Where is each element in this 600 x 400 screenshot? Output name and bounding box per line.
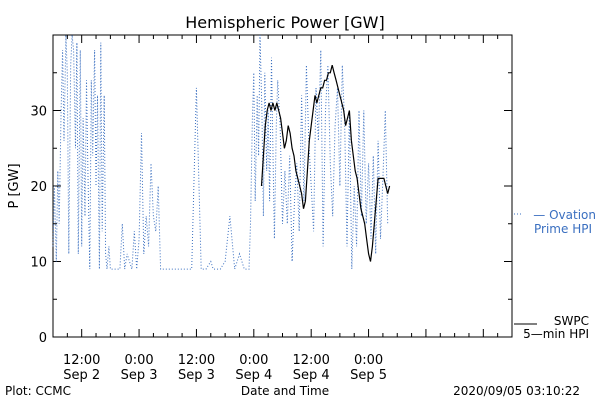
footer-timestamp: 2020/09/05 03:10:22 [453, 384, 580, 398]
series-layer [52, 34, 391, 270]
footer-plot-source: Plot: CCMC [5, 384, 71, 398]
legend-ovation: — Ovation Prime HPI [514, 208, 596, 236]
series-ovation-line [52, 34, 389, 270]
y-tick-label: 10 [30, 256, 47, 271]
x-tick-time-label: 12:00 [63, 353, 100, 368]
y-tick-label: 20 [30, 180, 47, 195]
x-axis-label: Date and Time [241, 384, 329, 398]
legend-swpc-line1: SWPC [554, 314, 589, 328]
chart-title: Hemispheric Power [GW] [185, 13, 384, 32]
y-tick-label: 30 [30, 105, 47, 120]
x-tick-time-label: 0:00 [354, 353, 383, 368]
y-tick-label: 0 [39, 331, 47, 346]
x-tick-date-label: Sep 4 [235, 368, 272, 383]
legend-ovation-line2: Prime HPI [534, 222, 592, 236]
x-tick-date-label: Sep 3 [178, 368, 215, 383]
y-axis-label: P [GW] [7, 163, 22, 208]
x-tick-date-label: Sep 4 [293, 368, 330, 383]
legend-ovation-line1: — Ovation [533, 208, 596, 222]
plot-frame [52, 34, 513, 338]
x-tick-date-label: Sep 5 [350, 368, 387, 383]
legend-swpc-line2: 5—min HPI [523, 327, 589, 341]
legend-swpc: SWPC 5—min HPI [514, 314, 589, 341]
x-tick-date-label: Sep 2 [63, 368, 100, 383]
x-tick-time-label: 0:00 [124, 353, 153, 368]
x-tick-time-label: 12:00 [292, 353, 329, 368]
series-swpc-line [260, 65, 391, 262]
x-tick-date-label: Sep 3 [121, 368, 158, 383]
x-tick-time-label: 12:00 [178, 353, 215, 368]
y-axis-ticks: 0 10 20 30 [30, 72, 512, 346]
x-tick-time-label: 0:00 [239, 353, 268, 368]
